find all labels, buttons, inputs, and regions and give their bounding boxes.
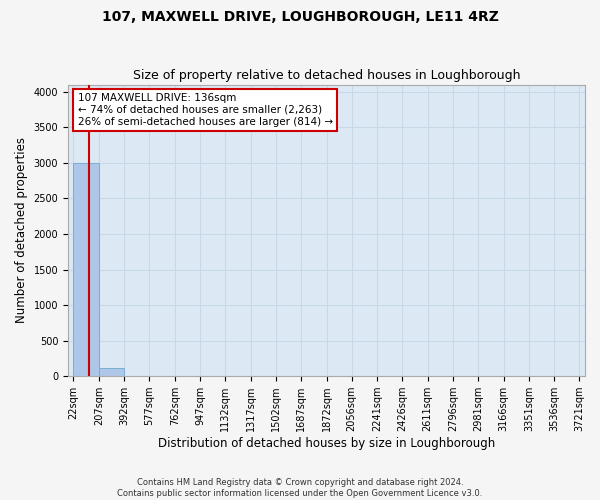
Text: 107, MAXWELL DRIVE, LOUGHBOROUGH, LE11 4RZ: 107, MAXWELL DRIVE, LOUGHBOROUGH, LE11 4… <box>101 10 499 24</box>
Bar <box>99 368 124 376</box>
Text: Contains HM Land Registry data © Crown copyright and database right 2024.
Contai: Contains HM Land Registry data © Crown c… <box>118 478 482 498</box>
Bar <box>73 163 99 376</box>
X-axis label: Distribution of detached houses by size in Loughborough: Distribution of detached houses by size … <box>158 437 495 450</box>
Text: 107 MAXWELL DRIVE: 136sqm
← 74% of detached houses are smaller (2,263)
26% of se: 107 MAXWELL DRIVE: 136sqm ← 74% of detac… <box>77 94 333 126</box>
Title: Size of property relative to detached houses in Loughborough: Size of property relative to detached ho… <box>133 69 520 82</box>
Y-axis label: Number of detached properties: Number of detached properties <box>15 138 28 324</box>
